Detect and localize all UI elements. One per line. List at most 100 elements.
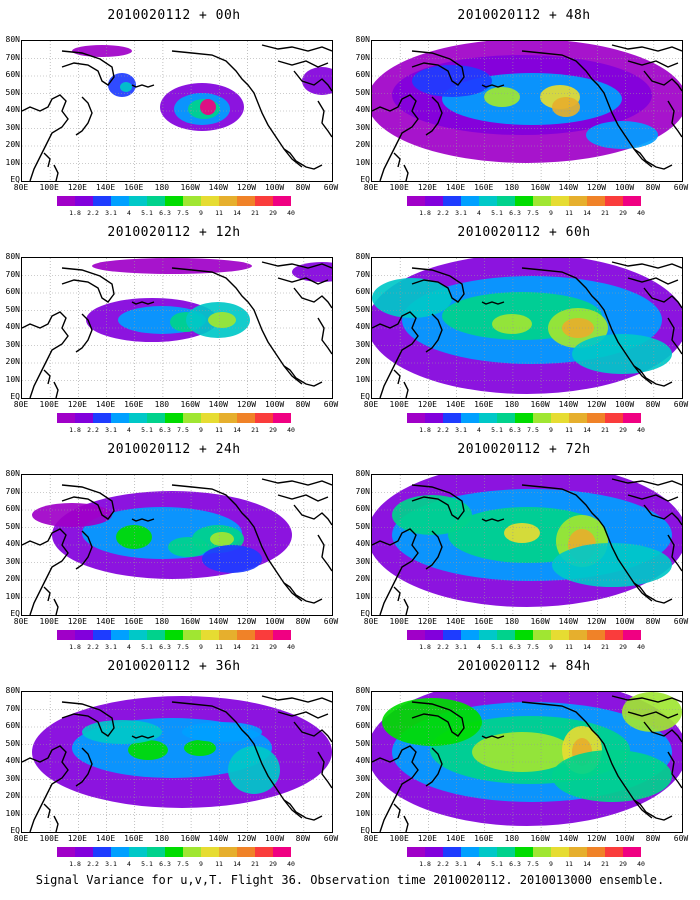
lat-tick-label: 70N bbox=[5, 703, 20, 713]
colorbar-swatch bbox=[255, 847, 273, 857]
colorbar-label: 21 bbox=[601, 643, 609, 651]
lon-tick-label: 100W bbox=[264, 183, 285, 192]
map-area bbox=[371, 40, 683, 182]
colorbar-label: 11 bbox=[215, 860, 223, 868]
coastline bbox=[277, 494, 329, 502]
coastline bbox=[481, 735, 505, 739]
lat-tick-label: 30N bbox=[355, 122, 370, 132]
map-panel: 2010020112 + 36h 80N 70N 60N 50N 40N 30N 20N 10N… bbox=[0, 651, 348, 869]
colorbar-swatch bbox=[533, 630, 551, 640]
lon-tick-label: 140W bbox=[558, 400, 578, 409]
lat-tick-label: EQ bbox=[10, 826, 20, 835]
lat-tick-label: 10N bbox=[355, 808, 370, 818]
lon-tick-label: 120E bbox=[67, 834, 87, 843]
lat-tick-label: 30N bbox=[5, 773, 20, 783]
colorbar-label: 6.3 bbox=[509, 643, 521, 651]
colorbar-swatch bbox=[443, 413, 461, 423]
lon-tick-label: 80E bbox=[13, 183, 29, 192]
colorbar-label: 4 bbox=[127, 860, 131, 868]
lon-tick-label: 160W bbox=[530, 834, 550, 843]
map-area bbox=[21, 691, 333, 833]
coastline bbox=[372, 311, 419, 398]
colorbar-swatch bbox=[75, 630, 93, 640]
colorbar-swatch bbox=[515, 196, 533, 206]
colorbar-swatch bbox=[201, 630, 219, 640]
colorbar-swatch bbox=[93, 630, 111, 640]
coastline bbox=[403, 164, 409, 181]
colorbar-swatch bbox=[75, 413, 93, 423]
colorbar-swatch bbox=[93, 196, 111, 206]
map-area bbox=[371, 474, 683, 616]
colorbar-swatch bbox=[57, 630, 75, 640]
colorbar-label: 21 bbox=[251, 643, 259, 651]
lat-tick-label: 20N bbox=[355, 357, 370, 366]
lon-tick-label: 140E bbox=[445, 400, 466, 409]
lon-tick-label: 160E bbox=[124, 617, 144, 626]
coastline bbox=[277, 60, 329, 68]
coastline bbox=[43, 369, 51, 385]
lon-tick-label: 80W bbox=[295, 400, 311, 409]
colorbar-swatch bbox=[75, 196, 93, 206]
coastline bbox=[61, 50, 115, 86]
colorbar-label: 5.1 bbox=[141, 209, 153, 217]
panel-title: 2010020112 + 48h bbox=[457, 8, 591, 23]
colorbar-swatch bbox=[201, 413, 219, 423]
colorbar-swatch bbox=[183, 847, 201, 857]
colorbar-label: 40 bbox=[287, 860, 295, 868]
colorbar-label: 4 bbox=[477, 643, 481, 651]
colorbar-swatch bbox=[273, 196, 291, 206]
variance-contour bbox=[552, 543, 672, 587]
colorbar-swatch bbox=[57, 196, 75, 206]
coastline bbox=[633, 148, 673, 170]
colorbar-swatch bbox=[623, 413, 641, 423]
colorbar-swatch bbox=[255, 413, 273, 423]
variance-contour bbox=[552, 97, 580, 117]
lat-tick-label: 20N bbox=[355, 791, 370, 800]
coastline bbox=[425, 313, 443, 353]
colorbar-swatch bbox=[237, 196, 255, 206]
colorbar-swatch bbox=[93, 847, 111, 857]
coastline bbox=[22, 745, 69, 832]
colorbar-label: 14 bbox=[233, 426, 241, 434]
variance-field bbox=[372, 475, 682, 615]
variance-contour bbox=[302, 67, 332, 95]
colorbar-label: 5.1 bbox=[491, 209, 503, 217]
coastline bbox=[633, 582, 673, 604]
lat-tick-label: 20N bbox=[355, 574, 370, 583]
colorbar-label: 1.8 bbox=[419, 643, 431, 651]
colorbar-label: 3.1 bbox=[105, 643, 117, 651]
variance-contour bbox=[208, 312, 236, 328]
colorbar-label: 29 bbox=[269, 860, 277, 868]
coastline bbox=[261, 261, 332, 269]
panel-title: 2010020112 + 24h bbox=[107, 442, 241, 457]
colorbar-swatch bbox=[111, 196, 129, 206]
colorbar-label: 3.1 bbox=[455, 209, 467, 217]
lat-tick-label: 10N bbox=[5, 157, 20, 167]
lon-tick-label: 160W bbox=[180, 617, 200, 626]
colorbar-swatch bbox=[587, 847, 605, 857]
lon-tick-label: 140E bbox=[95, 617, 116, 626]
panel-title: 2010020112 + 36h bbox=[107, 659, 241, 674]
colorbar-label: 1.8 bbox=[69, 209, 81, 217]
colorbar-swatch bbox=[219, 196, 237, 206]
coastline bbox=[53, 815, 59, 832]
colorbar-swatch bbox=[183, 413, 201, 423]
colorbar-swatch bbox=[165, 847, 183, 857]
lon-tick-label: 60W bbox=[323, 834, 339, 843]
lon-tick-label: 80W bbox=[295, 617, 311, 626]
variance-field bbox=[22, 41, 332, 181]
colorbar-swatch bbox=[605, 847, 623, 857]
colorbar-swatch bbox=[165, 630, 183, 640]
variance-contour bbox=[562, 318, 594, 338]
coastline bbox=[481, 518, 505, 522]
colorbar-label: 3.1 bbox=[455, 426, 467, 434]
panel-title: 2010020112 + 60h bbox=[457, 225, 591, 240]
colorbar-swatch bbox=[533, 847, 551, 857]
lon-tick-label: 180 bbox=[504, 183, 520, 192]
lat-tick-label: 30N bbox=[355, 556, 370, 566]
colorbar-swatch bbox=[479, 413, 497, 423]
colorbar-swatch bbox=[237, 413, 255, 423]
colorbar-swatch bbox=[515, 630, 533, 640]
coastline bbox=[643, 721, 682, 743]
colorbar-swatch bbox=[273, 847, 291, 857]
